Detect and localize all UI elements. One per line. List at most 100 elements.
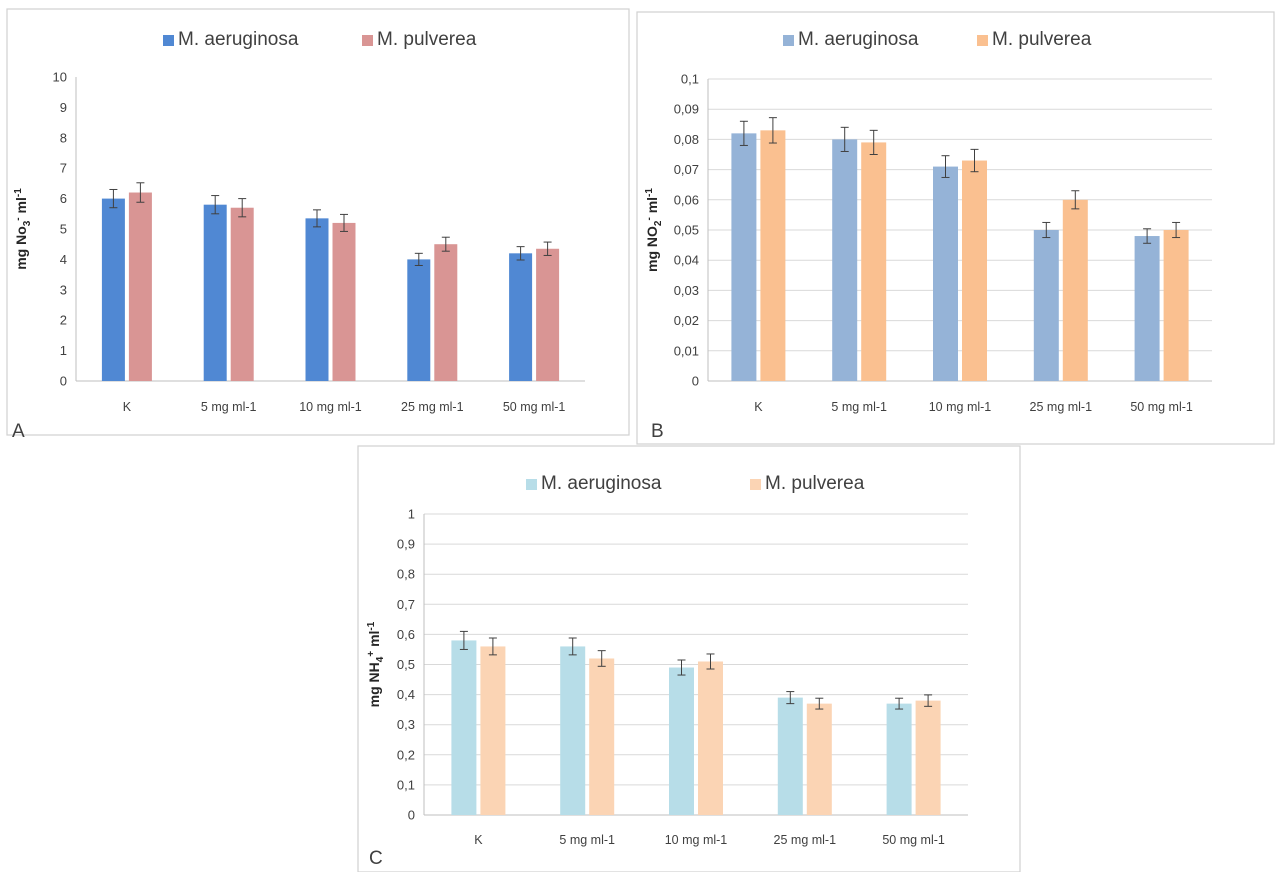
bar xyxy=(861,142,887,381)
y-axis-label-part: -1 xyxy=(366,621,377,630)
x-tick-label: 5 mg ml-1 xyxy=(559,833,615,847)
y-tick-label: 10 xyxy=(53,70,67,85)
bar xyxy=(669,667,694,815)
y-tick-label: 2 xyxy=(60,313,67,328)
y-axis-label: mg NH4+ ml-1 xyxy=(366,621,386,707)
bar xyxy=(806,703,832,815)
y-tick-label: 8 xyxy=(60,130,67,145)
y-axis-label-part: -1 xyxy=(644,188,655,197)
bar xyxy=(832,139,858,381)
y-tick-label: 0,9 xyxy=(397,537,415,552)
y-axis-label-part: mg NO xyxy=(644,226,660,272)
bar xyxy=(451,640,477,815)
y-tick-label: 0,5 xyxy=(397,657,415,672)
bar xyxy=(560,646,586,815)
y-tick-label: 0,09 xyxy=(674,102,699,117)
legend-swatch xyxy=(783,35,794,46)
panel-letter: A xyxy=(12,421,25,442)
y-tick-label: 0,2 xyxy=(397,747,415,762)
bar xyxy=(886,703,912,815)
y-tick-label: 0,04 xyxy=(674,253,699,268)
bar xyxy=(933,166,958,381)
y-axis-label-part: ml xyxy=(366,631,382,651)
y-axis-label-part: -1 xyxy=(13,188,24,197)
bar xyxy=(230,207,254,381)
chart-panel-b: 0 0,01 0,02 0,03 0,04 0,05 0,06 0,07 0,08 0,09 0,1… xyxy=(636,11,1275,445)
y-tick-label: 7 xyxy=(60,161,67,176)
y-axis-label: mg No3- ml-1 xyxy=(13,188,33,270)
legend-label: M. aeruginosa xyxy=(798,29,919,50)
legend-label: M. pulverea xyxy=(377,29,477,50)
y-axis-label-part: - xyxy=(13,217,24,220)
y-tick-label: 0,02 xyxy=(674,313,699,328)
y-axis-label: mg NO2- ml-1 xyxy=(644,188,664,272)
y-axis-label-part: - xyxy=(644,217,655,220)
bar xyxy=(915,700,941,815)
x-tick-label: 5 mg ml-1 xyxy=(201,400,257,414)
chart-c-svg: 0 0,1 0,2 0,3 0,4 0,5 0,6 0,7 0,8 0,9 1 K 5 mg ml-1 1… xyxy=(357,445,1021,872)
legend-label: M. aeruginosa xyxy=(178,29,299,50)
bar xyxy=(760,130,786,381)
bar xyxy=(777,697,803,815)
y-tick-label: 5 xyxy=(60,222,67,237)
y-tick-label: 0,4 xyxy=(397,687,415,702)
y-tick-label: 0,03 xyxy=(674,283,699,298)
bar xyxy=(1163,230,1189,381)
chart-panel-a: 0 1 2 3 4 5 6 7 8 9 10 K 5 mg ml-1 10 mg ml-1 25 mg ml… xyxy=(0,0,637,444)
bar xyxy=(128,192,152,381)
bar xyxy=(962,160,987,381)
panel-letter: B xyxy=(651,421,664,442)
y-tick-label: 9 xyxy=(60,100,67,115)
bar xyxy=(731,133,757,381)
bar xyxy=(434,244,458,381)
legend-label: M. pulverea xyxy=(992,29,1092,50)
panel-letter: C xyxy=(369,848,383,869)
y-tick-label: 6 xyxy=(60,191,67,206)
x-tick-label: 50 mg ml-1 xyxy=(882,833,945,847)
x-tick-label: 25 mg ml-1 xyxy=(774,833,837,847)
bar xyxy=(1033,230,1059,381)
bar xyxy=(1062,199,1088,381)
y-axis-label-part: ml xyxy=(644,197,660,217)
y-tick-label: 0,08 xyxy=(674,132,699,147)
x-tick-label: 25 mg ml-1 xyxy=(1030,400,1093,414)
legend-swatch xyxy=(362,35,373,46)
bar xyxy=(589,658,615,815)
y-tick-label: 0,6 xyxy=(397,627,415,642)
y-tick-label: 0,06 xyxy=(674,192,699,207)
bar xyxy=(536,248,560,381)
y-tick-label: 0,07 xyxy=(674,162,699,177)
legend-swatch xyxy=(977,35,988,46)
y-axis-label-part: 2 xyxy=(653,220,664,226)
x-tick-label: 50 mg ml-1 xyxy=(503,400,566,414)
y-axis-label-part: ml xyxy=(13,197,29,217)
x-tick-label: K xyxy=(754,400,763,414)
y-tick-label: 0,7 xyxy=(397,597,415,612)
y-tick-label: 3 xyxy=(60,282,67,297)
x-tick-label: 5 mg ml-1 xyxy=(831,400,887,414)
bar xyxy=(332,222,356,381)
y-tick-label: 0,1 xyxy=(397,777,415,792)
y-tick-label: 1 xyxy=(60,343,67,358)
y-tick-label: 1 xyxy=(408,507,415,522)
y-tick-label: 0 xyxy=(408,808,415,823)
bar xyxy=(1134,236,1160,381)
x-tick-label: 25 mg ml-1 xyxy=(401,400,464,414)
y-tick-label: 4 xyxy=(60,252,67,267)
y-axis-label-part: 3 xyxy=(22,220,33,226)
bar xyxy=(509,253,533,381)
y-axis-label-part: + xyxy=(366,651,377,657)
bar xyxy=(101,198,125,381)
legend-swatch xyxy=(750,479,761,490)
legend-swatch xyxy=(163,35,174,46)
y-axis-label-part: mg No xyxy=(13,226,29,270)
legend-label: M. aeruginosa xyxy=(541,473,662,494)
bar xyxy=(407,259,431,381)
x-tick-label: 50 mg ml-1 xyxy=(1130,400,1193,414)
x-tick-label: K xyxy=(474,833,483,847)
y-tick-label: 0,8 xyxy=(397,567,415,582)
x-tick-label: 10 mg ml-1 xyxy=(929,400,992,414)
y-tick-label: 0,3 xyxy=(397,717,415,732)
bar xyxy=(480,646,506,815)
y-axis-label-part: 4 xyxy=(375,656,386,662)
